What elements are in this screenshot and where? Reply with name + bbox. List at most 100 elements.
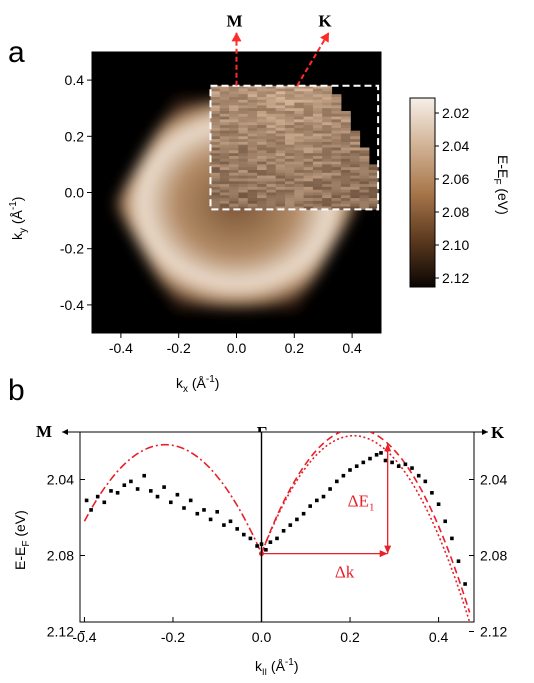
data-pixel: [331, 102, 342, 106]
data-pixel: [294, 111, 305, 115]
x-tick-label: 0.0: [227, 340, 247, 356]
data-point: [374, 453, 379, 457]
data-pixel: [275, 99, 286, 103]
data-pixel: [275, 167, 286, 171]
data-pixel: [247, 153, 258, 157]
data-pixel: [210, 119, 221, 123]
data-pixel: [219, 122, 230, 126]
data-pixel: [340, 141, 351, 146]
data-pixel: [210, 108, 221, 112]
data-pixel: [368, 164, 379, 168]
heatmap-axes: -0.4 -0.2 0.0 0.2 0.4 0.4 0.2 0.0 -0.2 -0.4: [60, 72, 362, 356]
data-pixel: [359, 203, 370, 207]
data-pixel: [229, 105, 239, 109]
data-pixel: [331, 125, 342, 129]
x-tick-label: 0.4: [429, 629, 449, 645]
data-pixel: [331, 178, 342, 182]
data-pixel: [229, 136, 239, 140]
data-pixel: [303, 172, 314, 176]
data-point: [416, 473, 421, 478]
data-pixel: [294, 164, 305, 168]
data-pixel: [210, 158, 221, 162]
data-pixel: [312, 147, 323, 151]
fit-curve-dotted: [260, 434, 471, 622]
data-pixel: [219, 181, 230, 185]
data-pixel: [229, 144, 239, 148]
data-pixel: [285, 164, 295, 168]
data-pixel: [238, 94, 249, 98]
data-pixel: [294, 195, 305, 199]
data-pixel: [340, 164, 351, 168]
data-pixel: [257, 164, 267, 168]
x-tick-label: 0.0: [252, 629, 272, 645]
data-pixel: [285, 203, 295, 207]
data-pixel: [285, 127, 295, 132]
data-pixel: [266, 198, 277, 202]
data-pixel: [266, 147, 277, 151]
data-pixel: [350, 139, 361, 143]
colorbar-tick-label: 2.02: [442, 105, 469, 121]
data-pixel: [350, 206, 361, 210]
data-pixel: [266, 203, 277, 207]
data-pixel: [285, 144, 295, 148]
data-pixel: [257, 113, 267, 117]
data-pixel: [238, 85, 249, 89]
data-pixel: [219, 127, 230, 132]
data-pixel: [285, 206, 295, 210]
data-pixel: [312, 195, 323, 199]
data-pixel: [303, 170, 314, 174]
data-pixel: [294, 175, 305, 179]
data-pixel: [303, 167, 314, 171]
data-pixel: [285, 175, 295, 179]
data-pixel: [350, 133, 361, 137]
data-pixel: [210, 175, 221, 179]
data-pixel: [266, 139, 277, 143]
data-pixel: [257, 116, 267, 120]
data-pixel: [331, 156, 342, 160]
data-pixel: [322, 172, 333, 176]
data-pixel: [303, 105, 314, 109]
data-pixel: [350, 158, 361, 162]
data-pixel: [312, 198, 323, 202]
data-pixel: [359, 178, 370, 182]
data-pixel: [266, 181, 277, 185]
data-pixel: [294, 203, 305, 207]
data-pixel: [275, 198, 286, 202]
data-point: [222, 523, 226, 527]
data-pixel: [238, 97, 249, 101]
data-pixel: [238, 144, 249, 148]
data-pixel: [266, 175, 277, 179]
data-pixel: [266, 141, 277, 146]
data-pixel: [219, 198, 230, 202]
data-pixel: [266, 113, 277, 117]
data-pixel: [340, 178, 351, 182]
data-pixel: [285, 161, 295, 165]
data-pixel: [238, 122, 249, 126]
data-pixel: [238, 113, 249, 117]
colorbar-tick-label: 2.04: [442, 138, 469, 154]
data-pixel: [238, 99, 249, 103]
x-tick-label: -0.2: [161, 629, 185, 645]
data-pixel: [275, 88, 286, 92]
data-pixel: [229, 122, 239, 126]
data-pixel: [303, 141, 314, 146]
data-point: [142, 473, 146, 478]
data-pixel: [247, 105, 258, 109]
data-pixel: [331, 158, 342, 162]
data-pixel: [257, 99, 267, 103]
data-pixel: [275, 139, 286, 143]
data-pixel: [285, 91, 295, 95]
data-pixel: [359, 175, 370, 179]
data-pixel: [210, 99, 221, 103]
data-pixel: [350, 153, 361, 157]
data-pixel: [285, 192, 295, 196]
data-pixel: [331, 97, 342, 101]
data-pixel: [303, 150, 314, 154]
data-pixel: [359, 170, 370, 174]
data-pixel: [285, 113, 295, 117]
data-pixel: [340, 200, 351, 205]
data-pixel: [350, 150, 361, 154]
data-pixel: [285, 108, 295, 112]
data-pixel: [275, 150, 286, 154]
data-pixel: [238, 178, 249, 182]
